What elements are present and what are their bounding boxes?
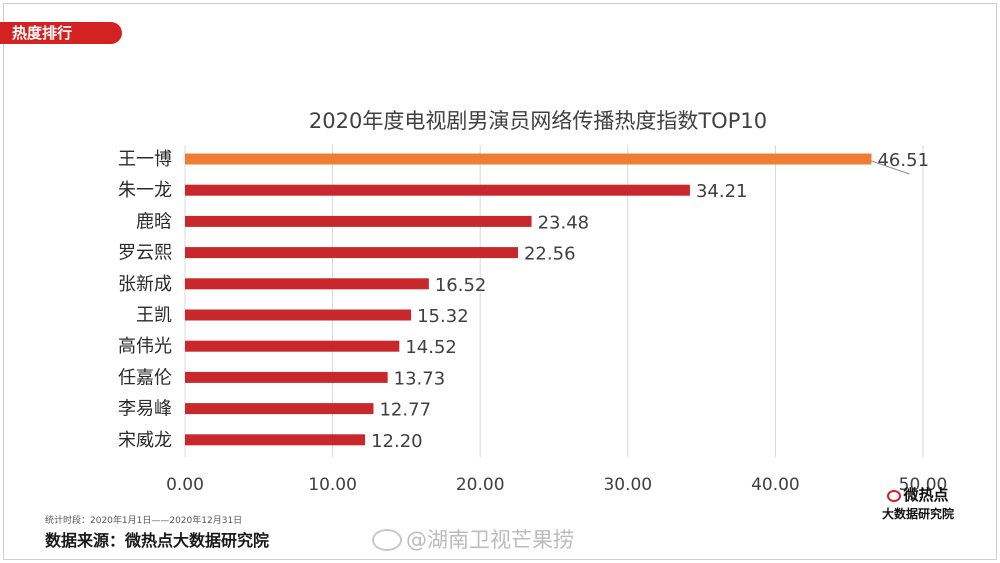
category-label: 宋威龙 [118, 430, 172, 451]
x-tick-label: 20.00 [456, 475, 505, 495]
category-label: 朱一龙 [118, 180, 172, 201]
category-label: 李易峰 [118, 399, 172, 420]
data-label: 14.52 [405, 337, 457, 358]
brand-logo: 微热点 大数据研究院 [868, 484, 968, 522]
bar [185, 434, 366, 446]
x-tick-label: 0.00 [166, 475, 204, 495]
bar [185, 215, 532, 227]
data-label: 46.51 [877, 150, 929, 171]
x-tick-label: 10.00 [308, 475, 357, 495]
bar [185, 340, 400, 352]
data-label-leader [871, 160, 910, 175]
bar [185, 247, 518, 259]
category-label: 高伟光 [118, 336, 172, 357]
data-label: 12.77 [379, 400, 431, 421]
data-label: 13.73 [394, 368, 446, 389]
category-label: 王凯 [136, 305, 172, 326]
data-source: 数据来源：微热点大数据研究院 [45, 531, 270, 550]
data-label: 15.32 [417, 306, 469, 327]
data-label: 22.56 [524, 244, 576, 265]
bar [185, 184, 690, 196]
bar [185, 309, 412, 321]
category-label: 鹿晗 [136, 211, 172, 232]
category-label: 张新成 [118, 274, 172, 295]
category-label: 王一博 [118, 149, 172, 170]
weibo-watermark: @湖南卫视芒果捞 [372, 524, 574, 554]
data-label: 16.52 [435, 275, 487, 296]
data-label: 23.48 [538, 212, 590, 233]
category-label: 罗云熙 [118, 243, 172, 264]
x-tick-label: 30.00 [603, 475, 652, 495]
bar [185, 278, 429, 290]
chart-title: 2020年度电视剧男演员网络传播热度指数TOP10 [309, 109, 767, 133]
section-tag: 热度排行 [0, 22, 122, 44]
weibo-icon [372, 529, 402, 551]
eye-icon [887, 490, 902, 502]
logo-main-text: 微热点 [903, 486, 949, 504]
bar-group [185, 153, 872, 446]
logo-sub-text: 大数据研究院 [881, 507, 954, 521]
category-label: 任嘉伦 [118, 367, 172, 388]
x-tick-label: 50.00 [899, 475, 948, 495]
bar [185, 371, 388, 383]
bar [185, 153, 872, 165]
data-label: 34.21 [696, 181, 748, 202]
x-axis-ticks: 0.00 10.00 20.00 30.00 40.00 50.00 [166, 475, 947, 495]
bar [185, 403, 374, 415]
value-labels: 46.51 34.21 23.48 22.56 16.52 15.32 14.52 13.73… [371, 150, 929, 452]
statistic-period: 统计时段：2020年1月1日——2020年12月31日 [45, 516, 243, 526]
watermark-text: @湖南卫视芒果捞 [406, 528, 574, 552]
data-label: 12.20 [371, 431, 423, 452]
x-tick-label: 40.00 [751, 475, 800, 495]
slide-frame [3, 3, 997, 560]
